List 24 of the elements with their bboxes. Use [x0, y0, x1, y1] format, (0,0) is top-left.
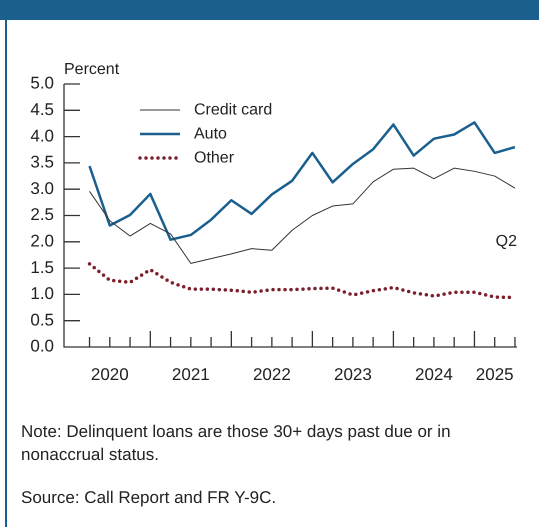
y-tick-label: 3.0: [30, 178, 54, 198]
x-tick-label: 2024: [415, 364, 453, 384]
x-tick-label: 2022: [252, 364, 291, 384]
legend-label: Auto: [194, 125, 228, 142]
x-tick-label: 2020: [90, 364, 129, 384]
y-tick-label: 4.0: [30, 126, 54, 146]
x-tick-label: 2025: [476, 364, 514, 384]
y-tick-label: 0.0: [30, 336, 54, 356]
y-tick-label: 5.0: [30, 74, 54, 93]
y-tick-label: 4.5: [30, 100, 54, 119]
y-tick-label: 1.5: [30, 258, 54, 277]
y-tick-label: 0.5: [30, 310, 54, 330]
annotation: Q2: [496, 233, 518, 250]
legend-label: Other: [194, 149, 235, 166]
y-tick-label: 2.0: [30, 231, 54, 250]
y-tick-label: 1.0: [30, 284, 54, 304]
x-tick-label: 2021: [172, 364, 210, 384]
source-note: Source: Call Report and FR Y-9C.: [21, 487, 278, 509]
y-axis-title: Percent: [64, 61, 120, 78]
x-tick-label: 2023: [334, 364, 372, 384]
y-tick-label: 3.5: [30, 152, 54, 172]
legend-label: Credit card: [194, 101, 272, 118]
y-tick-label: 2.5: [30, 205, 54, 224]
text: Note: Delinquent loans are those 30+ days past due or in nonaccrual status.: [21, 421, 452, 466]
